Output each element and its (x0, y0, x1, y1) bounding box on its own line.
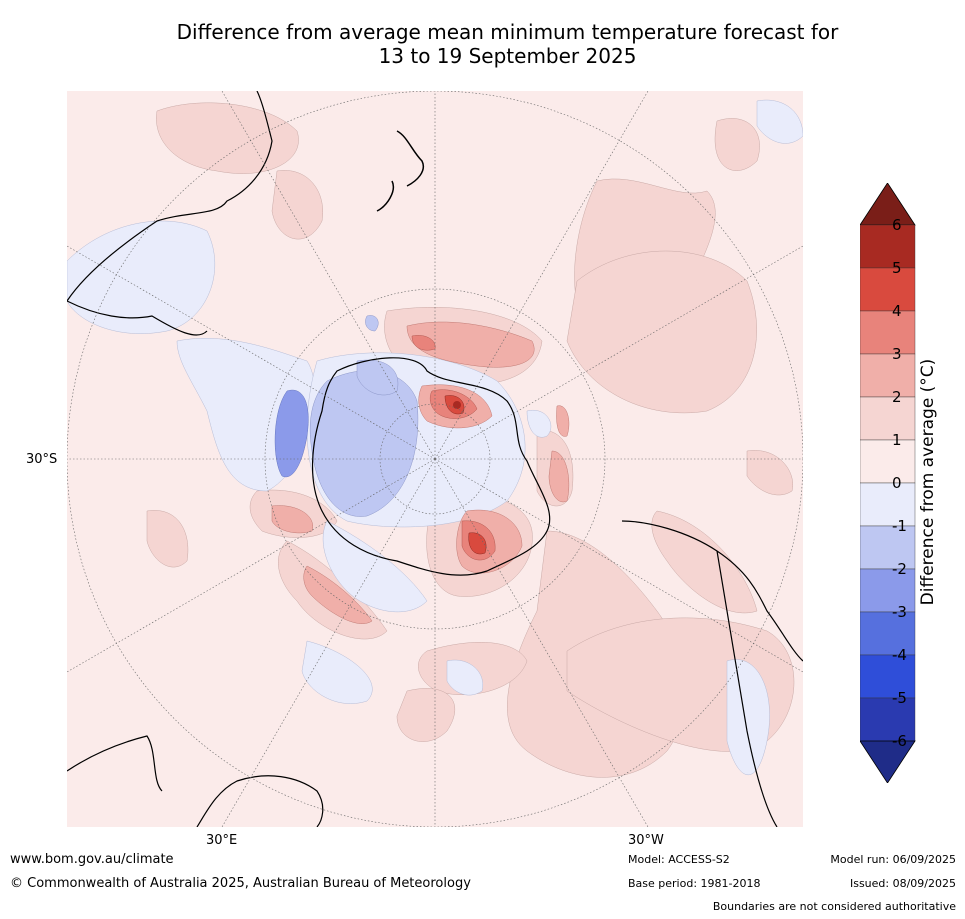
map-svg (67, 91, 803, 827)
base-period-text: Base period: 1981-2018 (628, 877, 761, 890)
anomaly-minus2tominus3-regions (274, 389, 309, 478)
colorbar-segment (860, 396, 916, 441)
new-zealand-icon (376, 130, 424, 212)
colorbar-label: Difference from average (°C) (918, 358, 938, 606)
colorbar-tick-label: -3 (892, 602, 907, 621)
australia-icon (67, 91, 273, 336)
colorbar-segment (860, 310, 916, 355)
colorbar-segment (860, 611, 916, 656)
colorbar-tick-label: 2 (892, 387, 902, 406)
polar-map (67, 91, 803, 827)
anomaly-5to6-regions (453, 401, 461, 409)
issued-text: Issued: 08/09/2025 (849, 877, 956, 890)
colorbar-segments (860, 183, 916, 783)
colorbar-segment (860, 525, 916, 570)
colorbar-segment (860, 697, 916, 742)
colorbar-segment (860, 267, 916, 312)
south-america-icon (621, 520, 803, 827)
lat-label-30s: 30°S (26, 452, 58, 467)
anomaly-minus1tominus2-regions (309, 315, 419, 517)
colorbar-tick-label: -4 (892, 645, 907, 664)
graticule-meridians (67, 91, 803, 827)
africa-icon (67, 735, 324, 827)
map-title: Difference from average mean minimum tem… (0, 20, 965, 68)
title-line-2: 13 to 19 September 2025 (378, 44, 637, 68)
colorbar-tick-label: 4 (892, 301, 902, 320)
copyright-text: © Commonwealth of Australia 2025, Austra… (10, 876, 471, 891)
colorbar-tick-label: 6 (892, 215, 902, 234)
colorbar-tick-label: -1 (892, 516, 907, 535)
colorbar-tick-label: 3 (892, 344, 902, 363)
model-text: Model: ACCESS-S2 (628, 853, 730, 866)
lon-label-30w: 30°W (628, 833, 664, 848)
graticule-circles (67, 91, 803, 827)
antarctica-icon (311, 357, 551, 576)
colorbar-segment (860, 353, 916, 398)
colorbar-segment (860, 654, 916, 699)
colorbar-extend-min (860, 740, 916, 783)
model-run-text: Model run: 06/09/2025 (830, 853, 956, 866)
colorbar-tick-label: -6 (892, 731, 907, 750)
colorbar-segment (860, 568, 916, 613)
website-link[interactable]: www.bom.gov.au/climate (10, 852, 174, 867)
colorbar-tick-label: 0 (892, 473, 902, 492)
colorbar-segment (860, 439, 916, 484)
colorbar-tick-label: 1 (892, 430, 902, 449)
colorbar-extend-max (860, 183, 916, 226)
lon-label-30e: 30°E (206, 833, 238, 848)
title-line-1: Difference from average mean minimum tem… (176, 20, 839, 44)
colorbar-tick-label: -5 (892, 688, 907, 707)
colorbar-segment (860, 224, 916, 269)
colorbar (860, 183, 916, 783)
colorbar-tick-label: 5 (892, 258, 902, 277)
colorbar-tick-label: -2 (892, 559, 907, 578)
colorbar-segment (860, 482, 916, 527)
disclaimer-text: Boundaries are not considered authoritat… (712, 900, 956, 913)
